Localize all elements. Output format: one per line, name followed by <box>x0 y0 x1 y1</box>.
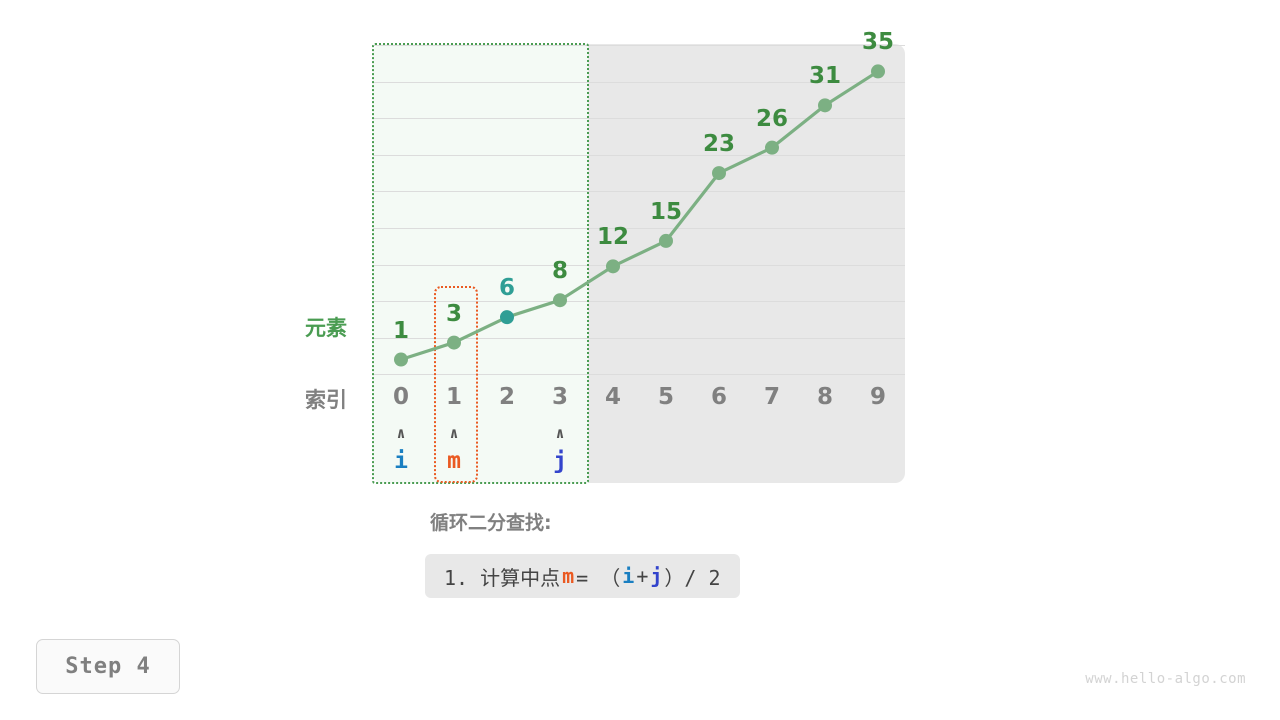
gridline <box>373 374 905 376</box>
formula-prefix: 1. 计算中点 <box>444 565 561 590</box>
formula-var-j: j <box>650 564 663 588</box>
index-label: 7 <box>763 384 780 410</box>
index-label: 6 <box>710 384 727 410</box>
index-label: 3 <box>551 384 568 410</box>
pointer-caret-i: ∧ <box>396 424 406 442</box>
formula-box: 1. 计算中点 m = （i + j ）/ 2 <box>425 554 740 598</box>
value-label: 31 <box>808 63 841 90</box>
formula-var-m: m <box>562 564 575 588</box>
value-label: 35 <box>861 29 894 56</box>
index-label: 0 <box>392 384 409 410</box>
value-label: 8 <box>551 258 568 285</box>
formula-var-i: i <box>622 564 635 588</box>
value-label: 6 <box>498 275 515 302</box>
formula-equals: = （ <box>576 565 621 590</box>
value-label: 12 <box>596 224 629 251</box>
value-label: 3 <box>445 300 462 327</box>
pointer-label-m: m <box>447 448 461 474</box>
value-label: 15 <box>649 198 682 225</box>
index-label: 4 <box>604 384 621 410</box>
index-label: 9 <box>869 384 886 410</box>
pointer-caret-m: ∧ <box>449 424 459 442</box>
watermark: www.hello-algo.com <box>1085 671 1246 687</box>
index-label: 2 <box>498 384 515 410</box>
gridline <box>373 45 905 46</box>
index-label: 5 <box>657 384 674 410</box>
index-label: 1 <box>445 384 462 410</box>
value-label: 1 <box>392 317 409 344</box>
value-label: 23 <box>702 131 735 158</box>
row-label-index: 索引 <box>305 388 347 412</box>
row-label-element: 元素 <box>305 316 347 340</box>
value-label: 26 <box>755 105 788 132</box>
index-label: 8 <box>816 384 833 410</box>
pointer-label-i: i <box>394 448 408 474</box>
caption-text: 循环二分查找: <box>430 512 552 534</box>
step-badge: Step 4 <box>36 639 180 694</box>
pointer-label-j: j <box>553 448 567 474</box>
pointer-caret-j: ∧ <box>555 424 565 442</box>
formula-suffix: ）/ 2 <box>664 565 721 590</box>
formula-plus: + <box>636 564 649 588</box>
